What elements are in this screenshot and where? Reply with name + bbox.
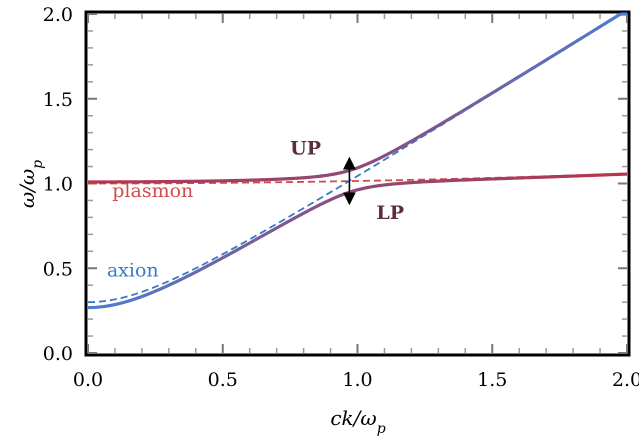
curves xyxy=(87,12,628,310)
up-label: UP xyxy=(290,138,321,160)
axis-ticks: 0.0 0.5 1.0 1.5 2.0 0.0 0.5 1.0 1.5 2.0 xyxy=(43,4,639,391)
y-tick-label: 1.5 xyxy=(43,89,73,111)
axion-curve xyxy=(87,13,627,304)
plasmon-curve xyxy=(88,172,628,185)
y-tick-label: 0.0 xyxy=(43,343,73,365)
x-axis-title: ck/ωp xyxy=(330,406,385,437)
x-tick-label: 0.0 xyxy=(73,369,103,391)
x-tick-label: 1.5 xyxy=(477,369,507,391)
y-axis-title: ω/ωp xyxy=(15,160,46,208)
lp-label: LP xyxy=(376,202,404,224)
y-tick-label: 2.0 xyxy=(43,4,73,26)
upper-polariton-curve xyxy=(88,12,627,184)
plasmon-label: plasmon xyxy=(112,180,193,202)
axion-label: axion xyxy=(107,260,159,282)
plot-frame xyxy=(84,10,631,357)
x-tick-label: 2.0 xyxy=(612,369,639,391)
y-axis-title-group: ω/ωp xyxy=(15,160,46,208)
y-tick-label: 1.0 xyxy=(43,174,73,196)
x-tick-label: 1.0 xyxy=(342,369,372,391)
lower-polariton-curve xyxy=(87,172,628,310)
y-tick-label: 0.5 xyxy=(43,258,73,280)
x-tick-label: 0.5 xyxy=(208,369,238,391)
